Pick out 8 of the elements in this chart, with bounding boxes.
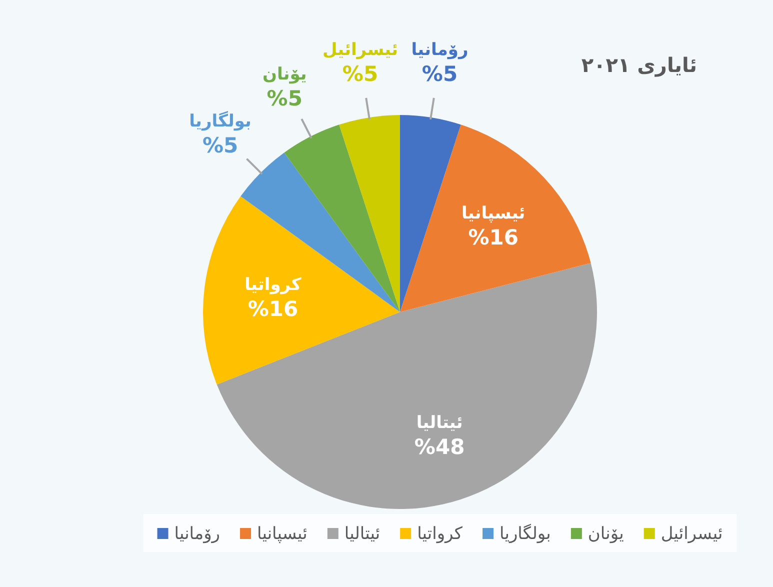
legend-label: ئیسرائیل — [660, 524, 723, 544]
legend-label: ئیسپانیا — [257, 524, 308, 544]
title: ئایاری ٢٠٢١ — [581, 53, 697, 77]
legend-label: یۆنان — [588, 524, 624, 544]
legend-label: کرواتیا — [417, 524, 464, 544]
legend-label: بولگاریا — [500, 523, 551, 544]
legend-label: رۆمانیا — [174, 524, 220, 544]
legend-label: ئیتالیا — [344, 524, 380, 544]
